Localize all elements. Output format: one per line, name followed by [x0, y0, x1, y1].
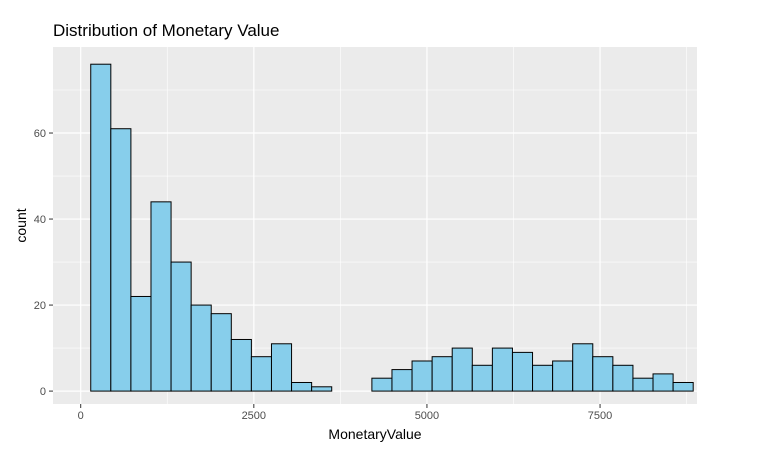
histogram-bar	[90, 63, 112, 392]
histogram-bar	[190, 304, 212, 392]
bars	[90, 63, 694, 392]
chart-title: Distribution of Monetary Value	[53, 21, 280, 40]
histogram-bar	[632, 377, 654, 392]
histogram-bar	[250, 356, 272, 392]
histogram-bar	[130, 295, 152, 392]
x-tick-label: 7500	[588, 410, 612, 422]
x-tick-label: 5000	[415, 410, 439, 422]
histogram-bar	[672, 381, 694, 392]
y-axis-title: count	[13, 208, 29, 242]
histogram-bar	[511, 351, 534, 392]
histogram-bar	[411, 360, 433, 392]
histogram-bar	[110, 128, 132, 392]
histogram-bar	[431, 356, 453, 392]
y-tick-label: 60	[34, 128, 46, 140]
histogram-bar	[150, 201, 172, 392]
histogram-bar	[311, 386, 333, 392]
histogram-bar	[210, 313, 232, 392]
x-tick-label: 2500	[242, 410, 266, 422]
histogram-bar	[592, 356, 614, 392]
y-tick-label: 0	[40, 386, 46, 398]
x-tick-label: 0	[78, 410, 84, 422]
y-tick-label: 20	[34, 300, 46, 312]
histogram-bar	[371, 377, 393, 392]
histogram-bar	[572, 343, 594, 392]
histogram-bar	[230, 338, 252, 392]
histogram-bar	[652, 373, 674, 392]
y-tick-label: 40	[34, 214, 46, 226]
histogram-bar	[451, 347, 473, 392]
histogram-bar	[170, 261, 192, 392]
histogram-bar	[291, 381, 313, 392]
histogram-bar	[612, 364, 634, 392]
histogram-bar	[270, 343, 293, 392]
histogram-bar	[532, 364, 554, 392]
histogram-bar	[491, 347, 513, 392]
axis-ticks: 0 2500 5000 7500 0 20 40 60	[34, 128, 613, 422]
histogram-bar	[471, 364, 493, 392]
histogram-bar	[552, 360, 574, 392]
histogram-bar	[391, 369, 413, 392]
x-axis-title: MonetaryValue	[328, 426, 421, 442]
